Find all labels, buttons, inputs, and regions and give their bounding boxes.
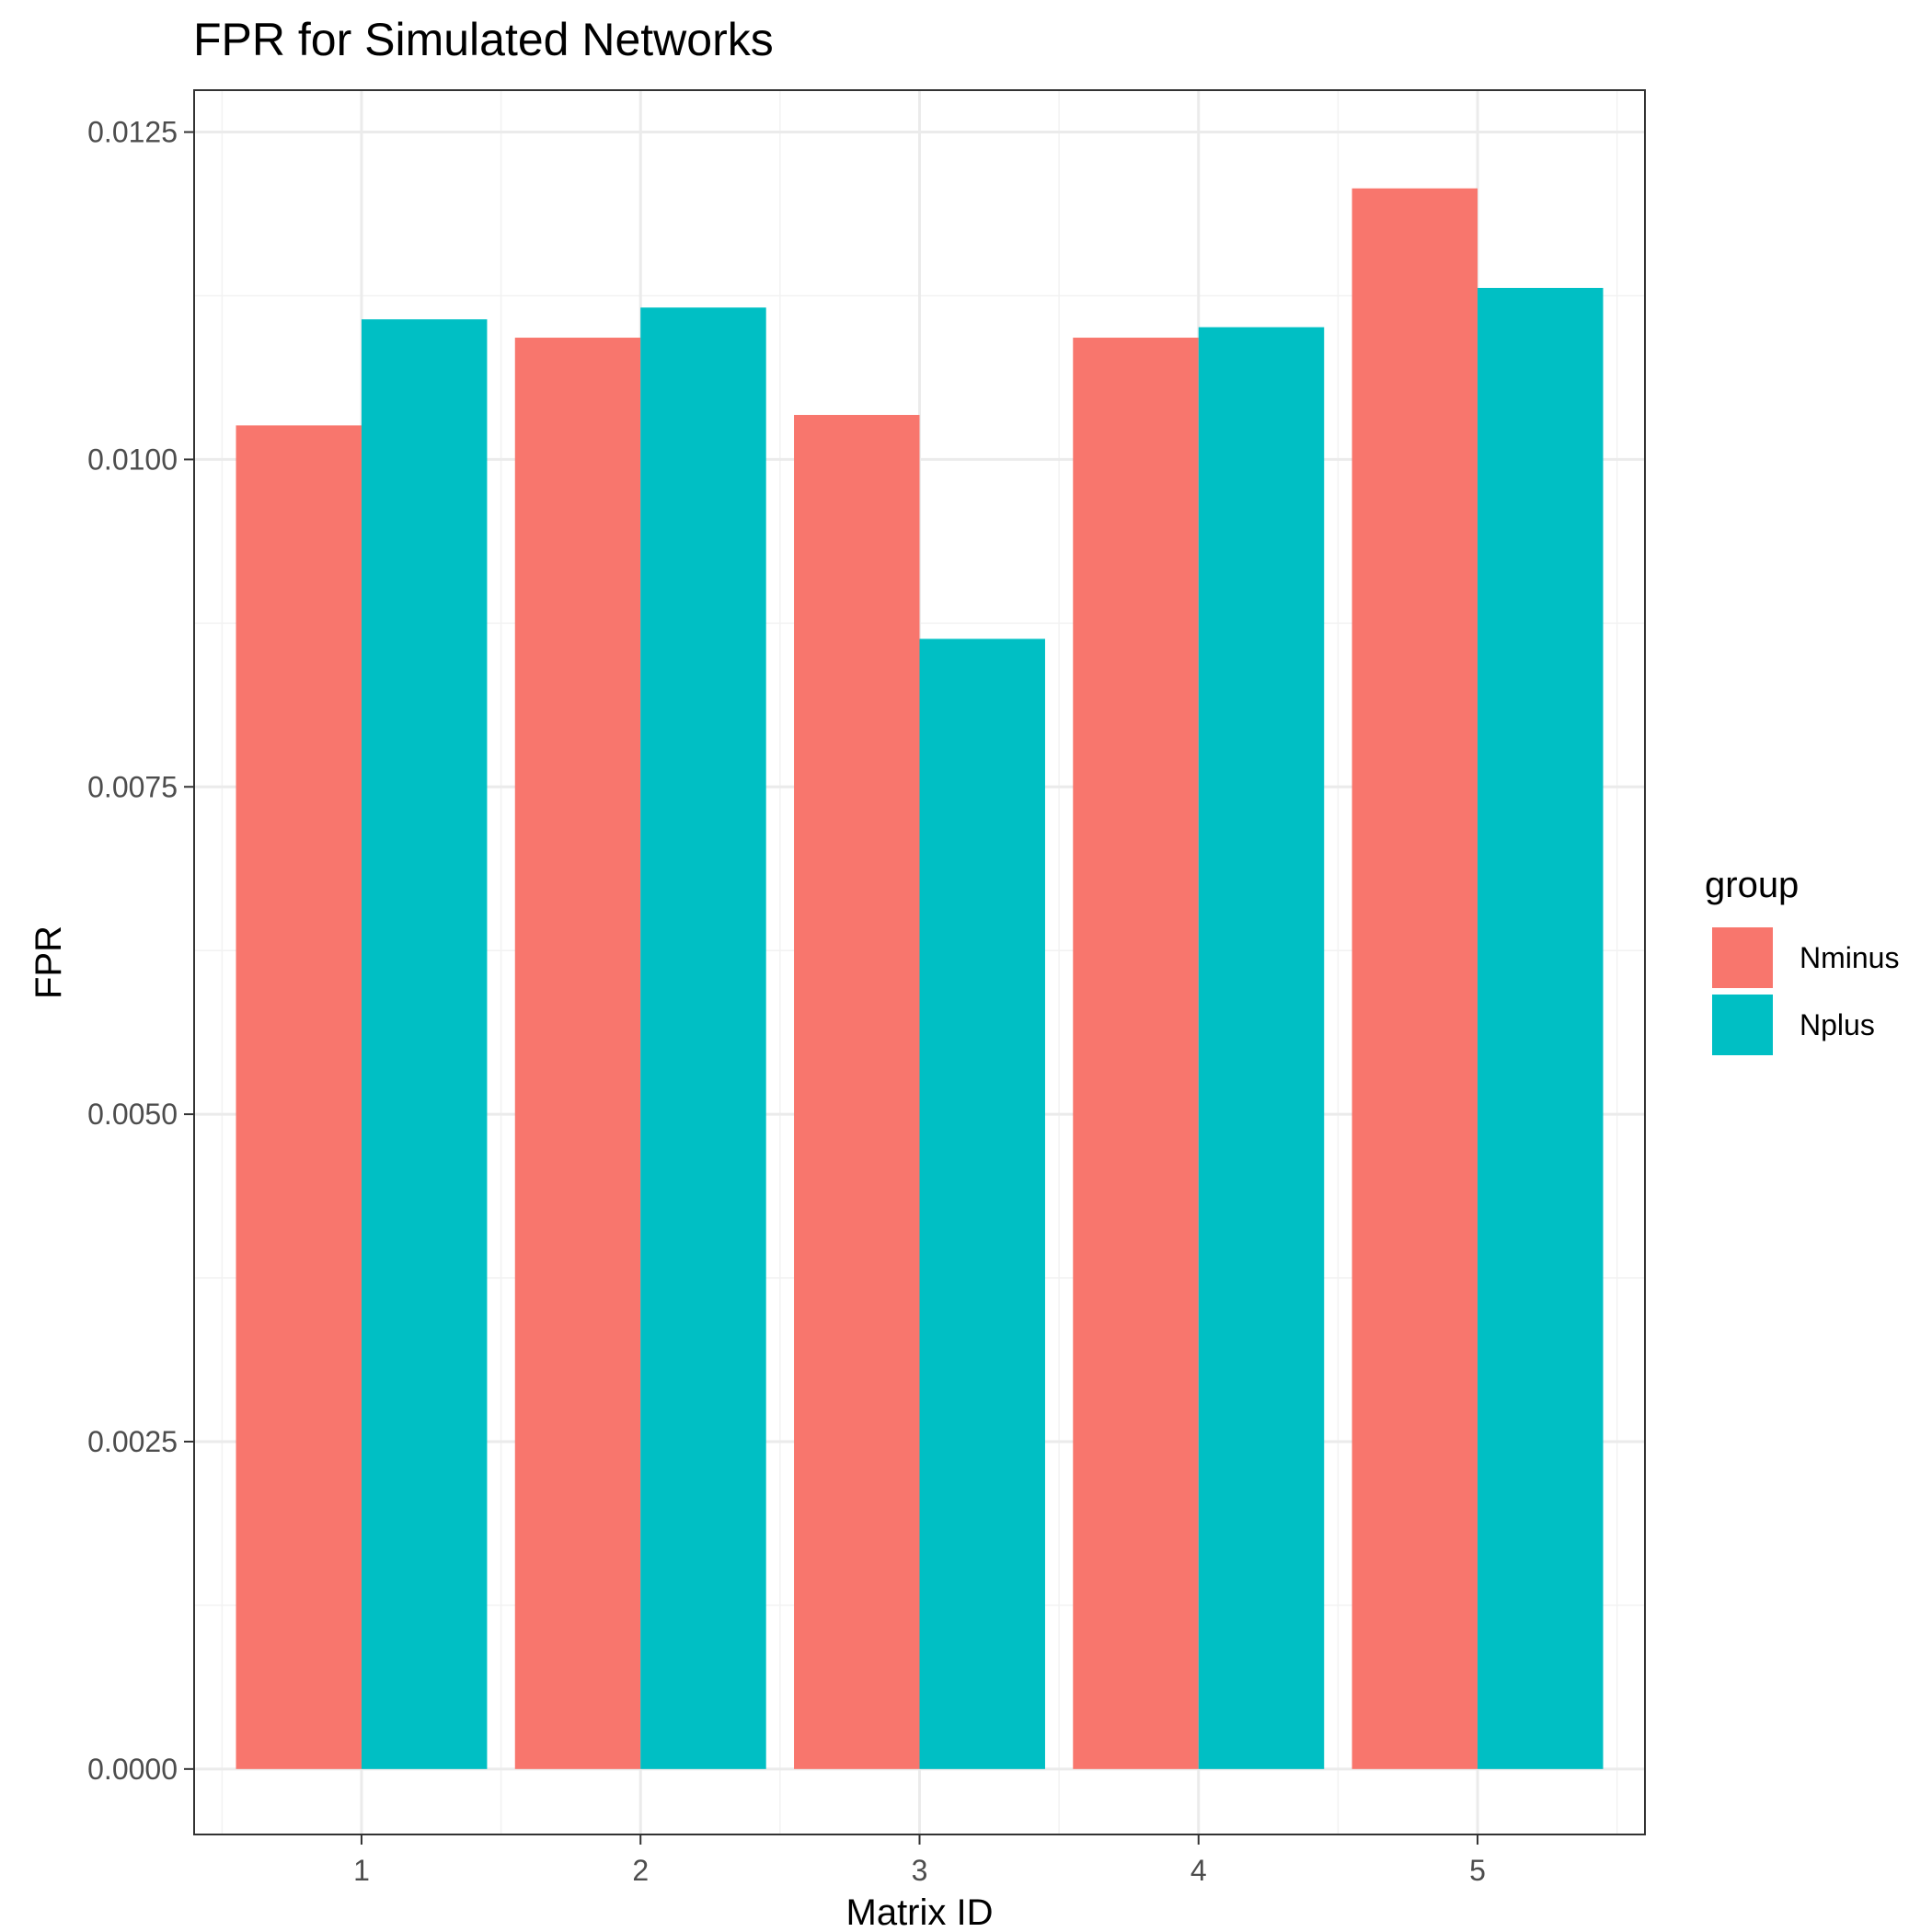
bar-nminus-3 xyxy=(794,415,920,1769)
legend-label-nplus: Nplus xyxy=(1800,1008,1875,1041)
x-axis-title: Matrix ID xyxy=(846,1892,994,1932)
chart-title: FPR for Simulated Networks xyxy=(193,14,774,65)
legend-label-nminus: Nminus xyxy=(1800,941,1899,974)
y-tick-label: 0.0125 xyxy=(87,116,178,149)
x-tick-label: 1 xyxy=(353,1854,370,1887)
bar-nminus-1 xyxy=(236,425,362,1769)
bar-nminus-4 xyxy=(1073,338,1199,1769)
bar-nplus-3 xyxy=(919,638,1045,1769)
bar-nminus-5 xyxy=(1351,188,1478,1769)
x-tick-label: 3 xyxy=(912,1854,928,1887)
bar-nplus-5 xyxy=(1478,287,1604,1769)
x-tick-label: 2 xyxy=(632,1854,649,1887)
y-tick-label: 0.0025 xyxy=(87,1425,178,1458)
legend-items: Nminus Nplus xyxy=(1712,927,1899,1055)
legend-title: group xyxy=(1705,865,1799,905)
x-tick-label: 5 xyxy=(1469,1854,1486,1887)
bar-nminus-2 xyxy=(514,338,641,1769)
bar-nplus-2 xyxy=(640,307,766,1769)
bar-nplus-1 xyxy=(361,319,488,1769)
y-tick-label: 0.0075 xyxy=(87,770,178,803)
legend-key-nminus xyxy=(1712,927,1773,988)
y-tick-label: 0.0050 xyxy=(87,1098,178,1131)
bars xyxy=(236,188,1604,1769)
legend: group Nminus Nplus xyxy=(1705,865,1899,1055)
legend-key-nplus xyxy=(1712,995,1773,1055)
axis-ticks: 0.0000 0.0025 0.0050 0.0075 0.0100 0.0125 1 2 3 4… xyxy=(87,116,1486,1887)
y-tick-label: 0.0100 xyxy=(87,443,178,476)
x-tick-label: 4 xyxy=(1190,1854,1207,1887)
y-tick-label: 0.0000 xyxy=(87,1753,178,1786)
y-axis-title: FPR xyxy=(29,926,69,999)
bar-nplus-4 xyxy=(1198,327,1325,1769)
